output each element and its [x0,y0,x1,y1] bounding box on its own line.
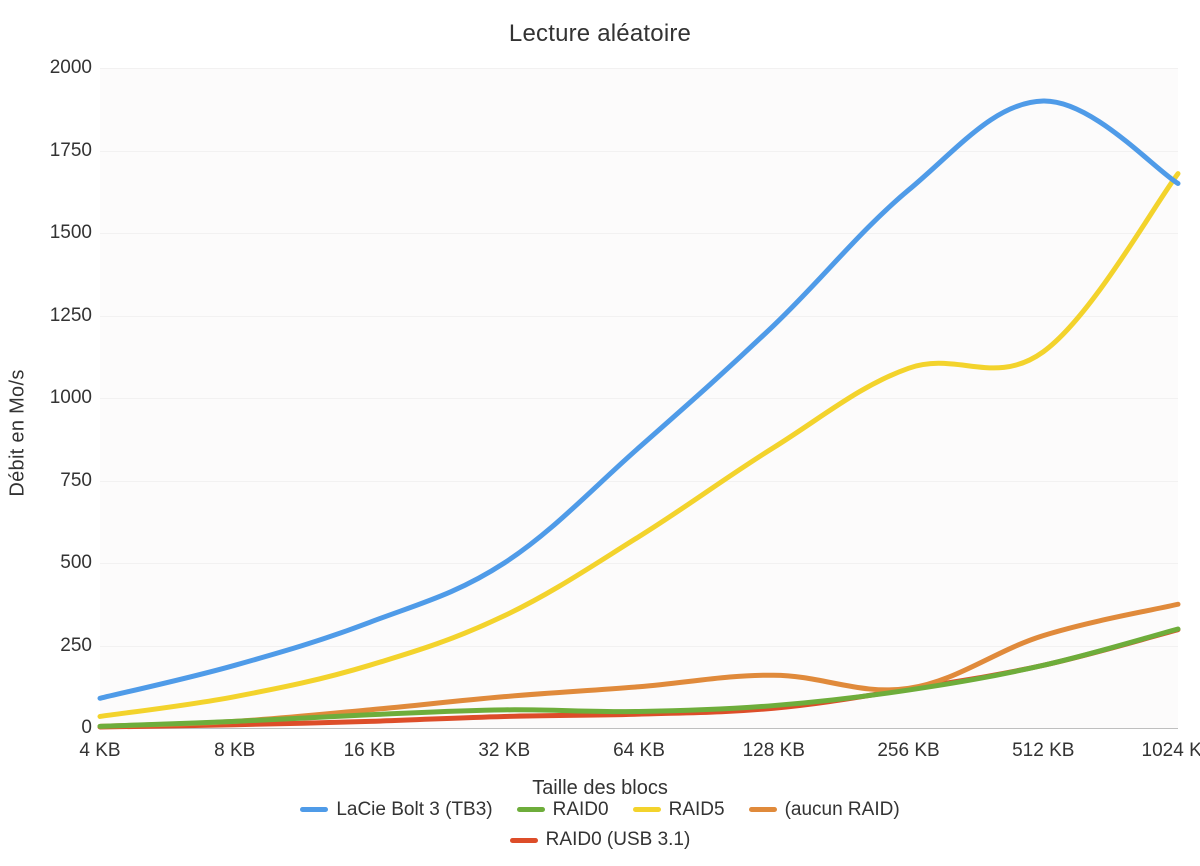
x-tick-label: 64 KB [613,740,665,762]
x-tick-label: 4 KB [79,740,120,762]
legend-item: RAID0 [517,795,609,825]
legend-item: LaCie Bolt 3 (TB3) [300,795,492,825]
y-axis-label: Débit en Mo/s [7,369,30,496]
legend-swatch [510,838,538,843]
chart-lines [100,68,1178,728]
legend-swatch [300,807,328,812]
y-tick-label: 1750 [32,140,92,162]
x-tick-label: 16 KB [344,740,396,762]
y-tick-label: 1000 [32,387,92,409]
legend-label: RAID0 (USB 3.1) [546,825,691,855]
legend-item: RAID5 [633,795,725,825]
x-tick-label: 1024 KB [1142,740,1200,762]
legend-row: LaCie Bolt 3 (TB3) RAID0 RAID5 (aucun RAID) [0,795,1200,826]
x-tick-label: 512 KB [1012,740,1074,762]
legend-label: LaCie Bolt 3 (TB3) [336,795,492,825]
legend-swatch [517,807,545,812]
baseline [100,728,1178,729]
legend-item: RAID0 (USB 3.1) [510,825,691,855]
legend-swatch [633,807,661,812]
chart-title: Lecture aléatoire [0,20,1200,48]
y-tick-label: 500 [32,552,92,574]
legend-swatch [749,807,777,812]
y-tick-label: 750 [32,470,92,492]
legend-label: (aucun RAID) [785,795,900,825]
plot-area [100,68,1178,728]
x-tick-label: 256 KB [877,740,939,762]
x-tick-label: 32 KB [478,740,530,762]
y-tick-label: 2000 [32,57,92,79]
legend-label: RAID0 [553,795,609,825]
legend: LaCie Bolt 3 (TB3) RAID0 RAID5 (aucun RAID)… [0,795,1200,856]
y-tick-label: 1500 [32,222,92,244]
series-line [100,604,1178,726]
y-tick-label: 1250 [32,305,92,327]
y-tick-label: 0 [32,717,92,739]
chart-container: Lecture aléatoire Débit en Mo/s 0 250 500 7… [0,0,1200,866]
x-tick-label: 8 KB [214,740,255,762]
y-tick-label: 250 [32,635,92,657]
legend-row: RAID0 (USB 3.1) [0,825,1200,856]
series-line [100,101,1178,698]
legend-item: (aucun RAID) [749,795,900,825]
x-tick-label: 128 KB [743,740,805,762]
legend-label: RAID5 [669,795,725,825]
